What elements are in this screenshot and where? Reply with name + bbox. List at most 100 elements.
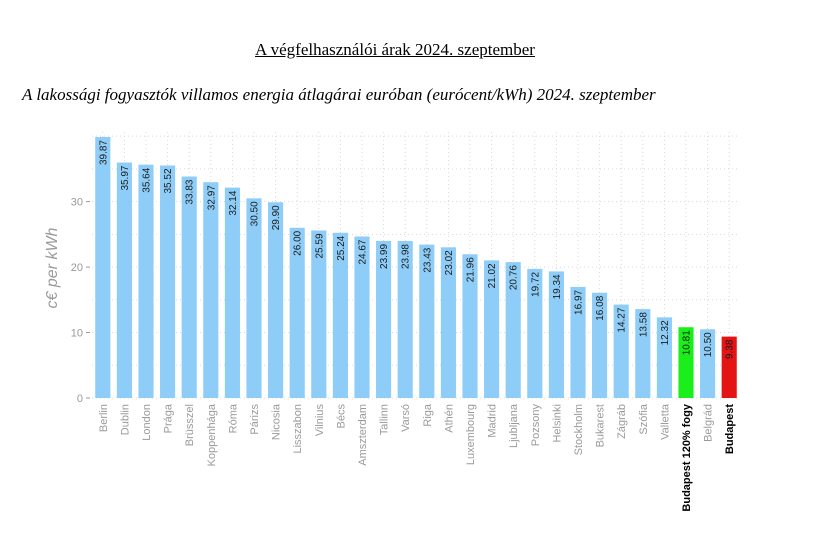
bar [181, 176, 197, 398]
x-category-label: Szófia [638, 403, 650, 434]
x-category-label: Lisszabon [292, 404, 304, 454]
bar-value-label: 21.96 [466, 257, 477, 282]
y-axis-ticks: 0 10 20 30 [71, 197, 90, 405]
y-tick-label: 20 [71, 262, 83, 274]
bar-value-label: 10.81 [682, 330, 693, 355]
bar-value-label: 10.50 [703, 332, 714, 357]
bar [484, 260, 500, 398]
bar-value-label: 16.97 [574, 289, 585, 314]
bar [268, 202, 284, 398]
x-category-label: Berlin [98, 404, 110, 432]
x-category-label: Madrid [487, 404, 499, 438]
bar-value-label: 13.58 [638, 312, 649, 337]
bar-value-labels: 39.87 35.97 35.64 35.52 33.83 32.97 32.14 30.50… [98, 140, 735, 359]
chart-title: A lakossági fogyasztók villamos energia … [22, 85, 656, 104]
bar-value-label: 35.64 [142, 167, 153, 192]
bar-value-label: 23.02 [444, 250, 455, 275]
x-category-label: Athén [443, 404, 455, 433]
bar-value-label: 19.34 [552, 274, 563, 299]
bar-value-label: 21.02 [487, 263, 498, 288]
x-category-label: Párizs [249, 404, 261, 435]
bar-value-label: 23.43 [422, 247, 433, 272]
bar-value-label: 20.76 [509, 265, 520, 290]
bar-value-label: 23.99 [379, 244, 390, 269]
x-category-label: Ljubljana [508, 403, 520, 448]
x-category-label: Zágráb [616, 404, 628, 439]
bar [700, 329, 716, 398]
bar-value-label: 24.67 [358, 239, 369, 264]
bar-value-label: 19.72 [530, 271, 541, 296]
bar [354, 236, 370, 398]
bar [289, 227, 305, 398]
x-category-label: Amszterdam [357, 404, 369, 466]
x-category-label: London [141, 404, 153, 441]
bar [419, 244, 435, 398]
x-category-label: Koppenhága [206, 403, 218, 466]
chart-bars [95, 137, 737, 398]
bar [332, 232, 348, 398]
bar [440, 247, 456, 398]
bar [548, 271, 564, 398]
x-category-label: Pozsony [530, 404, 542, 447]
bar [570, 286, 586, 398]
bar-value-label: 32.14 [228, 190, 239, 215]
x-category-label: Tallinn [379, 404, 391, 435]
bar-value-label: 25.24 [336, 235, 347, 260]
x-axis-categories: Berlin Dublin London Prága Brüsszel Koppenhág… [98, 403, 736, 511]
bar [505, 262, 521, 398]
bar-value-label: 32.97 [206, 185, 217, 210]
y-tick-label: 10 [71, 328, 83, 340]
bar [224, 187, 240, 398]
bar-value-label: 16.08 [595, 295, 606, 320]
x-category-label: Valletta [659, 403, 671, 440]
bar-value-label: 30.50 [250, 201, 261, 226]
bar [116, 162, 132, 398]
bar-value-label: 35.97 [120, 165, 131, 190]
x-category-label: Luxembourg [465, 404, 477, 465]
x-category-label: Varsó [400, 404, 412, 432]
page-heading: A végfelhasználói árak 2024. szeptember [255, 40, 535, 59]
x-category-label: Stockholm [573, 404, 585, 455]
y-axis-label: c€ per kWh [44, 227, 61, 308]
bar [376, 240, 392, 398]
bar [160, 165, 176, 398]
bar [397, 241, 413, 398]
bar-value-label: 26.00 [293, 230, 304, 255]
y-tick-label: 30 [71, 197, 83, 209]
bar [138, 164, 154, 398]
bar-value-label: 33.83 [185, 179, 196, 204]
bar-value-label: 12.32 [660, 320, 671, 345]
x-category-label: Helsinki [551, 404, 563, 443]
x-category-label: Bukarest [595, 404, 607, 447]
x-category-label: Róma [227, 403, 239, 433]
bar-value-label: 29.90 [271, 205, 282, 230]
x-category-label: Dublin [119, 404, 131, 435]
bar [246, 198, 262, 398]
bar-value-label: 9.38 [725, 339, 736, 359]
x-category-label: Budapest 120% fogy [681, 403, 693, 511]
y-tick-label: 0 [77, 393, 83, 405]
x-category-label: Nicosia [271, 403, 283, 440]
x-category-label: Vilnius [314, 404, 326, 437]
bar-value-label: 35.52 [163, 168, 174, 193]
bar [311, 230, 327, 398]
bar [462, 254, 478, 398]
x-category-label: Riga [422, 403, 434, 427]
bar [678, 327, 694, 398]
bar [203, 182, 219, 398]
x-category-label: Brüsszel [184, 404, 196, 446]
x-category-label: Belgrád [703, 404, 715, 442]
bar-value-label: 39.87 [98, 140, 109, 165]
bar [613, 304, 629, 398]
bar [592, 292, 608, 398]
bar-value-label: 25.59 [314, 233, 325, 258]
bar [95, 137, 111, 398]
x-category-label: Bécs [335, 404, 347, 429]
x-category-label: Prága [163, 403, 175, 433]
bar [656, 317, 672, 398]
bar-value-label: 23.98 [401, 244, 412, 269]
x-category-label: Budapest [724, 404, 736, 454]
bar [721, 336, 737, 398]
bar [635, 309, 651, 398]
